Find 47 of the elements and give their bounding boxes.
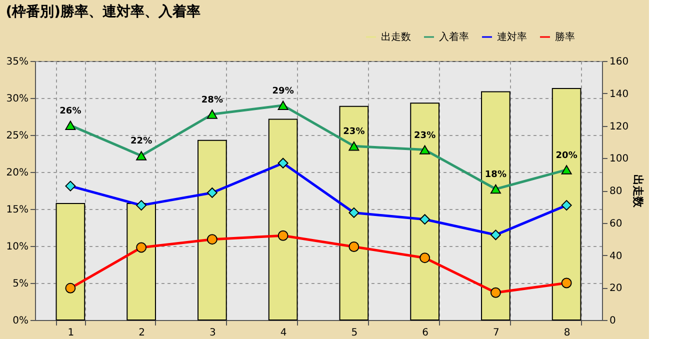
data-label: 26% <box>60 106 82 116</box>
legend-label: 勝率 <box>555 31 575 43</box>
x-tick-label: 7 <box>493 328 500 338</box>
y-tick-label: 20% <box>6 168 28 178</box>
y2-axis-title: 出走数 <box>632 174 645 208</box>
y-tick-label: 15% <box>6 204 28 216</box>
data-label: 23% <box>343 127 365 138</box>
y2-tick-label: 20 <box>610 283 622 294</box>
data-label: 23% <box>414 130 436 141</box>
y2-tick-label: 40 <box>610 250 622 262</box>
x-tick-label: 1 <box>68 328 74 338</box>
data-label: 29% <box>272 86 294 96</box>
bar <box>198 140 227 320</box>
x-tick-label: 2 <box>138 328 145 338</box>
y-tick-label: 35% <box>6 56 28 68</box>
bar <box>56 202 86 320</box>
data-label: 18% <box>484 170 506 180</box>
data-label: 28% <box>201 95 223 106</box>
y2-tick-label: 0 <box>610 316 616 326</box>
y-tick-label: 10% <box>6 242 28 252</box>
x-tick-label: 4 <box>280 328 287 338</box>
bar <box>552 88 582 320</box>
y2-tick-label: 100 <box>610 154 629 165</box>
y-tick-label: 25% <box>6 130 28 142</box>
bar <box>339 106 369 320</box>
x-tick-label: 3 <box>210 328 216 338</box>
y2-tick-label: 120 <box>610 121 629 132</box>
y2-tick-label: 80 <box>610 186 622 197</box>
chart-title: (枠番別)勝率、連対率、入着率 <box>6 3 201 20</box>
legend-label: 連対率 <box>497 31 527 43</box>
y2-tick-label: 60 <box>610 218 622 230</box>
y2-tick-label: 140 <box>610 88 629 100</box>
y-tick-label: 0% <box>12 316 28 326</box>
y-tick-label: 30% <box>6 94 28 104</box>
y2-tick-label: 160 <box>610 56 629 68</box>
bar <box>410 102 440 320</box>
bar <box>268 118 298 320</box>
legend-label: 出走数 <box>381 31 411 43</box>
bar <box>481 91 510 320</box>
legend-label: 入着率 <box>439 31 469 43</box>
x-tick-label: 8 <box>564 328 570 338</box>
x-tick-label: 5 <box>351 328 358 338</box>
x-tick-label: 6 <box>422 328 428 338</box>
data-label: 22% <box>130 136 152 147</box>
data-label: 20% <box>556 150 578 161</box>
y-tick-label: 5% <box>12 278 28 290</box>
bar <box>126 202 156 320</box>
